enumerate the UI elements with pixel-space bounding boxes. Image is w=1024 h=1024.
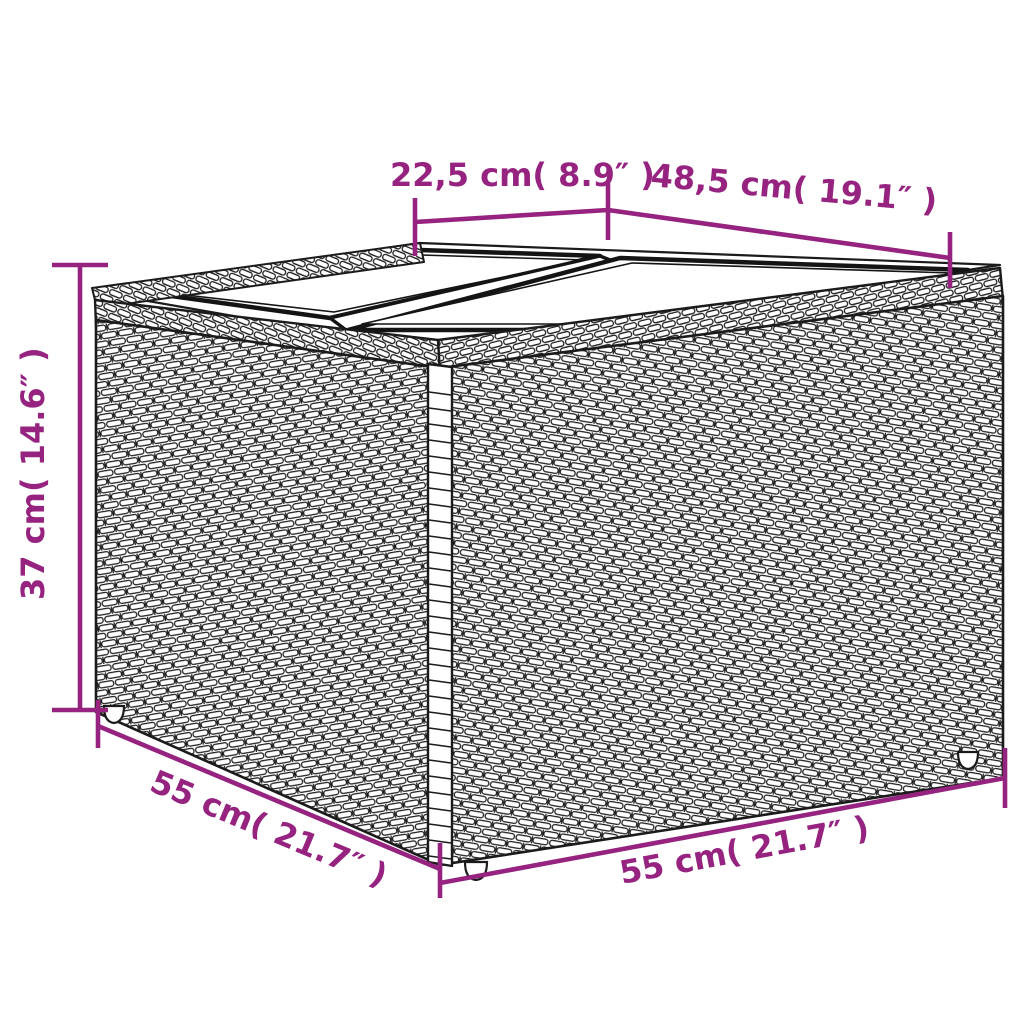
dimension-bottom-left [95,700,443,898]
dimension-bottom-right [439,748,1008,886]
corner-post [426,362,454,868]
side-panel-weave [440,296,1003,865]
dimension-line-top-left [414,207,609,225]
front-panel-weave [96,320,440,865]
dimension-annotations [52,183,1008,898]
label-top-right: 48,5 cm( 19.1″ ) [649,156,938,220]
rattan-table-illustration [91,241,1005,882]
foot-front-left [102,704,126,725]
label-height: 37 cm( 14.6″ ) [14,347,52,600]
corner-post-weave [428,391,452,860]
table-front-panel [94,318,442,867]
dimension-line-depth [97,723,441,872]
label-top-left: 22,5 cm( 8.9″ ) [390,156,655,194]
dimension-line-width [439,775,1006,886]
table-top-assembly [91,241,1005,374]
table-side-panel [438,294,1005,867]
foot-right [956,750,980,771]
corner-post-body [426,362,454,868]
dimension-line-top-right [607,207,951,261]
dimension-top-right [607,207,953,288]
